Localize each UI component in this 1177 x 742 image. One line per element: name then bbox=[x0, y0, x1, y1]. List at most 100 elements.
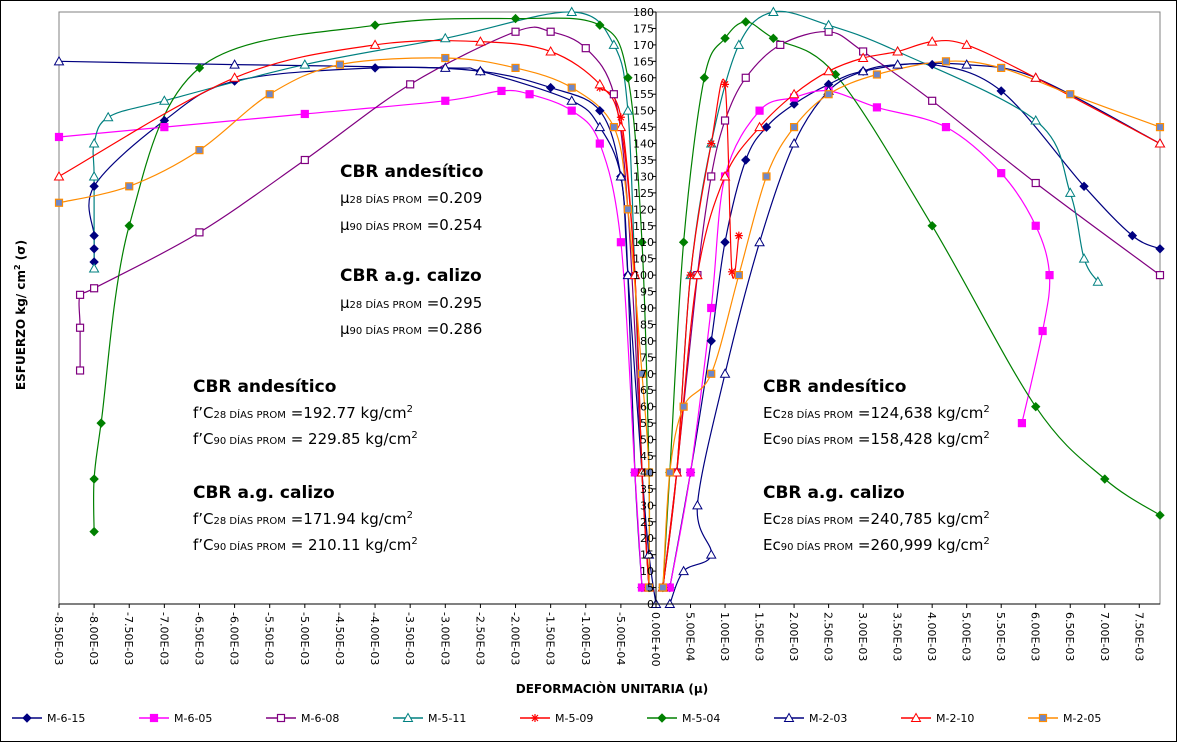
series-line-M-5-09 bbox=[662, 78, 740, 588]
data-point-M-5-04 bbox=[96, 418, 106, 428]
data-point-M-2-05 bbox=[441, 53, 450, 63]
y-tick-label: 155 bbox=[633, 88, 654, 101]
y-tick-label: 65 bbox=[640, 384, 654, 397]
annotation-line: Ec90 DÍAS PROM =260,999 kg/cm2 bbox=[763, 536, 990, 554]
data-point-M-6-08 bbox=[741, 73, 750, 82]
data-point-M-5-04 bbox=[623, 73, 633, 83]
data-point-M-5-11 bbox=[439, 32, 451, 43]
legend-marker-M-6-08 bbox=[276, 713, 286, 723]
x-tick-label: 2.50E-03 bbox=[822, 612, 835, 661]
data-point-M-6-08 bbox=[546, 27, 555, 36]
x-tick-label: 3.50E-03 bbox=[891, 612, 904, 661]
legend-marker-M-5-04 bbox=[657, 713, 667, 723]
data-point-M-6-05 bbox=[1031, 221, 1040, 230]
data-point-M-5-11 bbox=[1030, 115, 1042, 125]
data-point-M-2-10 bbox=[857, 52, 869, 63]
y-tick-label: 85 bbox=[640, 318, 654, 331]
data-point-M-5-09 bbox=[734, 231, 743, 240]
data-point-M-5-04 bbox=[768, 33, 779, 44]
data-point-M-5-04 bbox=[510, 13, 521, 24]
data-point-M-6-08 bbox=[511, 27, 520, 36]
data-point-M-6-15 bbox=[741, 155, 751, 165]
data-point-M-2-05 bbox=[125, 182, 134, 191]
data-point-M-5-04 bbox=[699, 73, 710, 83]
data-point-M-5-04 bbox=[830, 69, 841, 80]
legend-label-M-5-09: M-5-09 bbox=[555, 712, 593, 725]
legend-marker-M-2-05 bbox=[1038, 713, 1048, 723]
data-point-M-2-03 bbox=[594, 121, 606, 132]
y-tick-label: 110 bbox=[633, 236, 654, 249]
series-line-M-2-10 bbox=[662, 39, 1161, 588]
y-tick-label: 25 bbox=[640, 516, 654, 529]
data-point-M-6-08 bbox=[75, 290, 85, 299]
data-point-M-6-05 bbox=[616, 238, 625, 247]
data-point-M-2-10 bbox=[594, 78, 606, 89]
data-point-M-2-10 bbox=[1030, 72, 1042, 82]
data-point-M-6-05 bbox=[872, 103, 882, 112]
data-point-M-5-04 bbox=[89, 474, 99, 484]
legend-label-M-2-10: M-2-10 bbox=[936, 712, 974, 725]
x-tick-label: -5.00E-04 bbox=[614, 612, 627, 665]
data-point-M-5-04 bbox=[370, 20, 380, 30]
data-point-M-6-15 bbox=[996, 86, 1006, 96]
data-point-M-2-05 bbox=[195, 146, 204, 155]
data-point-M-6-05 bbox=[997, 169, 1006, 178]
data-point-M-6-15 bbox=[89, 230, 99, 241]
data-point-M-6-15 bbox=[927, 59, 937, 70]
x-tick-label: 5.00E-04 bbox=[684, 612, 697, 661]
annotation-title: CBR andesítico bbox=[763, 377, 906, 397]
data-point-M-2-05 bbox=[637, 369, 647, 378]
annotation-cbr-andesitico-fc: CBR andesítico f’C28 DÍAS PROM =192.77 k… bbox=[193, 377, 418, 448]
series-line-M-5-04 bbox=[92, 17, 651, 588]
annotation-line: Ec90 DÍAS PROM =158,428 kg/cm2 bbox=[763, 430, 990, 448]
data-point-M-2-10 bbox=[892, 45, 903, 56]
data-point-M-6-15 bbox=[1127, 230, 1138, 241]
data-point-M-5-11 bbox=[1092, 276, 1104, 286]
annotation-cbr-calizo-fc: CBR a.g. calizo f’C28 DÍAS PROM =171.94 … bbox=[193, 483, 418, 554]
data-point-M-5-11 bbox=[1064, 187, 1076, 197]
y-tick-label: 90 bbox=[640, 302, 654, 315]
data-point-M-6-05 bbox=[755, 106, 764, 115]
series-line-M-2-03 bbox=[669, 62, 1161, 605]
x-tick-label: -8.50E-03 bbox=[52, 612, 65, 665]
series-line-M-5-04 bbox=[662, 21, 1161, 588]
y-axis-title: ESFUERZO kg/ cm2 (σ) bbox=[13, 240, 28, 390]
data-point-M-2-10 bbox=[545, 45, 557, 56]
y-tick-label: 115 bbox=[633, 220, 654, 233]
series-line-M-6-15 bbox=[88, 66, 643, 588]
data-point-M-2-10 bbox=[719, 170, 731, 181]
data-point-M-5-11 bbox=[608, 39, 620, 49]
y-tick-label: 120 bbox=[633, 203, 654, 216]
x-tick-label: -2.00E-03 bbox=[509, 612, 522, 665]
x-tick-label: 6.00E-03 bbox=[1029, 612, 1042, 661]
x-tick-label: 5.50E-03 bbox=[994, 612, 1007, 661]
data-point-M-5-04 bbox=[637, 237, 647, 247]
annotation-cbr-calizo-mu: CBR a.g. calizo µ28 DÍAS PROM =0.295 µ90… bbox=[340, 266, 482, 338]
data-point-M-2-10 bbox=[636, 466, 648, 477]
data-point-M-6-08 bbox=[609, 90, 618, 99]
annotation-line: f’C28 DÍAS PROM =192.77 kg/cm2 bbox=[193, 404, 413, 422]
data-point-M-2-03 bbox=[615, 170, 627, 181]
data-point-M-2-10 bbox=[53, 170, 65, 181]
legend-label-M-6-08: M-6-08 bbox=[301, 712, 339, 725]
data-point-M-2-10 bbox=[369, 39, 381, 49]
data-point-M-2-05 bbox=[941, 57, 951, 66]
data-point-M-2-05 bbox=[679, 402, 688, 411]
x-tick-label: -6.50E-03 bbox=[192, 612, 205, 665]
data-point-M-5-04 bbox=[194, 63, 205, 73]
data-point-M-2-03 bbox=[566, 95, 578, 105]
y-tick-label: 170 bbox=[633, 39, 654, 52]
data-point-M-2-05 bbox=[1066, 90, 1075, 99]
legend-marker-M-5-11 bbox=[402, 712, 414, 722]
legend-label-M-6-15: M-6-15 bbox=[47, 712, 85, 725]
data-point-M-2-03 bbox=[475, 65, 486, 76]
data-point-M-6-05 bbox=[497, 86, 506, 96]
data-point-M-5-04 bbox=[741, 17, 751, 27]
y-tick-label: 135 bbox=[633, 154, 654, 167]
y-tick-label: 180 bbox=[633, 6, 654, 19]
legend-label-M-5-04: M-5-04 bbox=[682, 712, 720, 725]
data-point-M-5-04 bbox=[1155, 510, 1165, 520]
data-point-M-6-08 bbox=[720, 116, 730, 125]
data-point-M-2-03 bbox=[643, 549, 655, 559]
data-point-M-2-05 bbox=[734, 271, 743, 280]
